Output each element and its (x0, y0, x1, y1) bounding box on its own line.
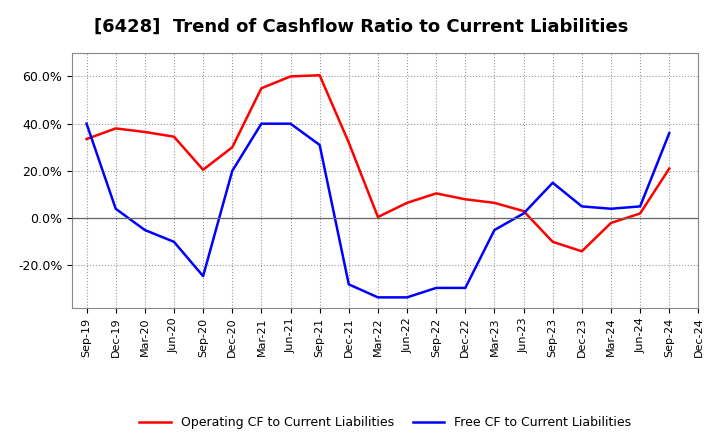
Free CF to Current Liabilities (374, 295, 382, 300)
Operating CF to Current Liabilities (82, 136, 91, 142)
Free CF to Current Liabilities (199, 273, 207, 279)
Operating CF to Current Liabilities (636, 211, 644, 216)
Free CF to Current Liabilities (140, 227, 149, 233)
Operating CF to Current Liabilities (228, 145, 237, 150)
Free CF to Current Liabilities (490, 227, 499, 233)
Operating CF to Current Liabilities (402, 200, 411, 205)
Free CF to Current Liabilities (315, 142, 324, 147)
Line: Free CF to Current Liabilities: Free CF to Current Liabilities (86, 124, 670, 297)
Free CF to Current Liabilities (577, 204, 586, 209)
Operating CF to Current Liabilities (665, 166, 674, 171)
Operating CF to Current Liabilities (199, 167, 207, 172)
Free CF to Current Liabilities (432, 285, 441, 290)
Line: Operating CF to Current Liabilities: Operating CF to Current Liabilities (86, 75, 670, 251)
Operating CF to Current Liabilities (286, 74, 294, 79)
Free CF to Current Liabilities (636, 204, 644, 209)
Operating CF to Current Liabilities (549, 239, 557, 245)
Free CF to Current Liabilities (461, 285, 469, 290)
Operating CF to Current Liabilities (170, 134, 179, 139)
Operating CF to Current Liabilities (374, 214, 382, 220)
Operating CF to Current Liabilities (315, 73, 324, 78)
Operating CF to Current Liabilities (461, 197, 469, 202)
Operating CF to Current Liabilities (607, 220, 616, 226)
Operating CF to Current Liabilities (519, 209, 528, 214)
Operating CF to Current Liabilities (577, 249, 586, 254)
Text: [6428]  Trend of Cashflow Ratio to Current Liabilities: [6428] Trend of Cashflow Ratio to Curren… (94, 18, 628, 36)
Free CF to Current Liabilities (112, 206, 120, 211)
Free CF to Current Liabilities (257, 121, 266, 126)
Operating CF to Current Liabilities (257, 86, 266, 91)
Operating CF to Current Liabilities (112, 126, 120, 131)
Free CF to Current Liabilities (402, 295, 411, 300)
Free CF to Current Liabilities (82, 121, 91, 126)
Operating CF to Current Liabilities (490, 200, 499, 205)
Operating CF to Current Liabilities (432, 191, 441, 196)
Free CF to Current Liabilities (665, 131, 674, 136)
Free CF to Current Liabilities (170, 239, 179, 245)
Free CF to Current Liabilities (519, 211, 528, 216)
Free CF to Current Liabilities (286, 121, 294, 126)
Free CF to Current Liabilities (344, 282, 353, 287)
Free CF to Current Liabilities (607, 206, 616, 211)
Free CF to Current Liabilities (549, 180, 557, 185)
Legend: Operating CF to Current Liabilities, Free CF to Current Liabilities: Operating CF to Current Liabilities, Fre… (135, 411, 636, 434)
Operating CF to Current Liabilities (140, 129, 149, 135)
Free CF to Current Liabilities (228, 169, 237, 174)
Operating CF to Current Liabilities (344, 140, 353, 145)
